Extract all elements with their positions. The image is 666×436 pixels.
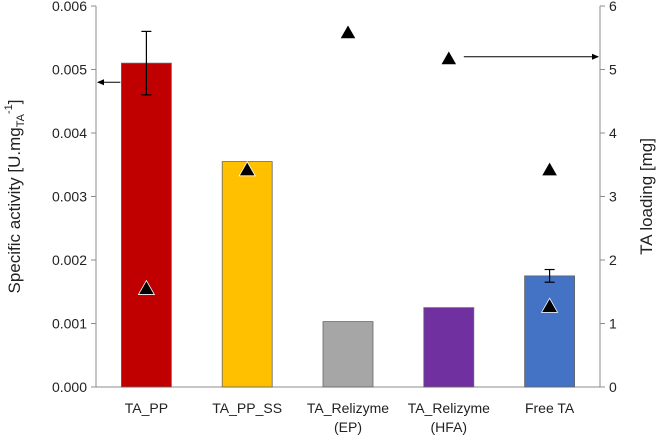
y-right-tick-label: 2 <box>609 252 617 268</box>
y-left-tick-label: 0.002 <box>52 252 87 268</box>
y-left-tick-label: 0.005 <box>52 62 87 78</box>
bar <box>221 161 273 388</box>
y-left-tick-label: 0.003 <box>52 189 87 205</box>
y-axis-left-title-text: Specific activity [U.mgTA-1] <box>3 99 27 293</box>
arrow-left-head <box>97 79 104 86</box>
y-right-tick-label: 4 <box>609 125 617 141</box>
loading-marker <box>339 23 357 40</box>
arrow-right-head <box>592 53 599 60</box>
x-tick-label: Free TA <box>525 400 575 416</box>
y-axis-left-title: Specific activity [U.mgTA-1] <box>3 99 27 293</box>
y-right-tick-label: 3 <box>609 189 617 205</box>
x-tick-label-line2: (EP) <box>334 419 362 435</box>
y-right-tick-label: 6 <box>609 0 617 14</box>
y-left-tick-label: 0.001 <box>52 316 87 332</box>
y-axis-right-title: TA loading [mg] <box>637 138 656 255</box>
x-tick-label: TA_PP_SS <box>212 400 282 416</box>
x-tick-label-line2: (HFA) <box>431 419 468 435</box>
x-axis-labels: TA_PP TA_PP_SS TA_Relizyme (EP) TA_Relizyme (… <box>125 400 575 435</box>
bars <box>121 62 575 388</box>
x-tick-label: TA_Relizyme <box>307 400 389 416</box>
error-bars <box>141 30 555 283</box>
x-tick-label: TA_Relizyme <box>408 400 490 416</box>
annotations <box>97 53 599 86</box>
loading-markers <box>137 23 559 313</box>
y-right-tick-label: 0 <box>609 379 617 395</box>
loading-marker <box>238 161 256 177</box>
loading-marker <box>540 161 559 177</box>
loading-marker <box>440 49 458 66</box>
y-left-tick-label: 0.004 <box>52 125 87 141</box>
bar <box>524 275 575 388</box>
bar <box>121 62 172 388</box>
loading-marker <box>540 297 559 313</box>
y-right-tick-label: 1 <box>609 316 617 332</box>
axes: 0.000 0.001 0.002 0.003 0.004 0.005 0.006 0 1 2 3 4… <box>52 0 617 395</box>
bar <box>322 321 374 388</box>
loading-marker <box>137 279 156 295</box>
y-left-tick-label: 0.006 <box>52 0 87 14</box>
y-axis-right-title-text: TA loading [mg] <box>637 138 656 255</box>
x-tick-label: TA_PP <box>125 400 168 416</box>
y-right-tick-label: 5 <box>609 62 617 78</box>
bar <box>423 307 475 388</box>
y-left-tick-label: 0.000 <box>52 379 87 395</box>
